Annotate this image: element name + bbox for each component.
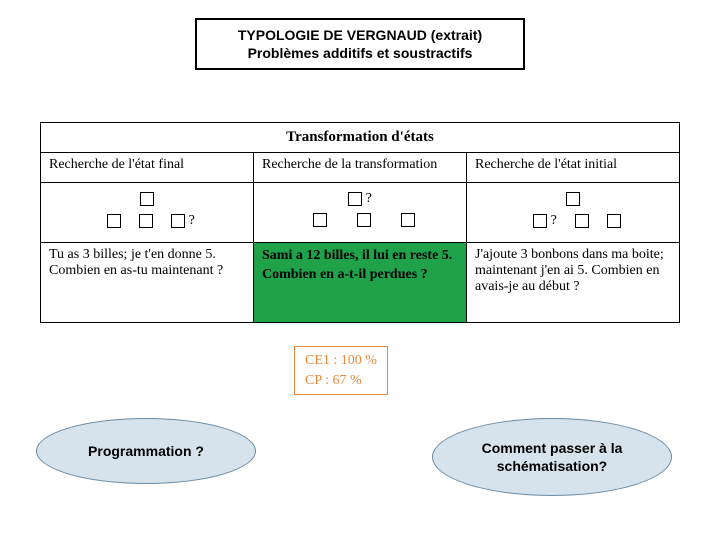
stats-box: CE1 : 100 % CP : 67 %: [294, 346, 388, 395]
col1-text: Tu as 3 billes; je t'en donne 5. Combien…: [41, 243, 254, 323]
col3-diagram: ?: [467, 183, 680, 243]
stats-line1: CE1 : 100 %: [305, 351, 377, 371]
title-box: TYPOLOGIE DE VERGNAUD (extrait) Problème…: [195, 18, 525, 70]
ellipse-left-text: Programmation ?: [88, 442, 204, 460]
col2-diagram: ?: [254, 183, 467, 243]
col2-green: Sami a 12 billes, il lui en reste 5. Com…: [254, 243, 467, 323]
stats-line2: CP : 67 %: [305, 371, 377, 391]
col1-diagram: ?: [41, 183, 254, 243]
ellipse-programmation: Programmation ?: [36, 418, 256, 484]
ellipse-right-text: Comment passer à la schématisation?: [449, 439, 655, 475]
col3-label: Recherche de l'état initial: [467, 153, 680, 183]
col1-label: Recherche de l'état final: [41, 153, 254, 183]
col2-label: Recherche de la transformation: [254, 153, 467, 183]
col3-text: J'ajoute 3 bonbons dans ma boite; mainte…: [467, 243, 680, 323]
title-line2: Problèmes additifs et soustractifs: [207, 44, 513, 62]
title-line1: TYPOLOGIE DE VERGNAUD (extrait): [207, 26, 513, 44]
ellipse-schematisation: Comment passer à la schématisation?: [432, 418, 672, 496]
main-table: Transformation d'états Recherche de l'ét…: [40, 122, 680, 323]
table-header: Transformation d'états: [41, 123, 680, 153]
